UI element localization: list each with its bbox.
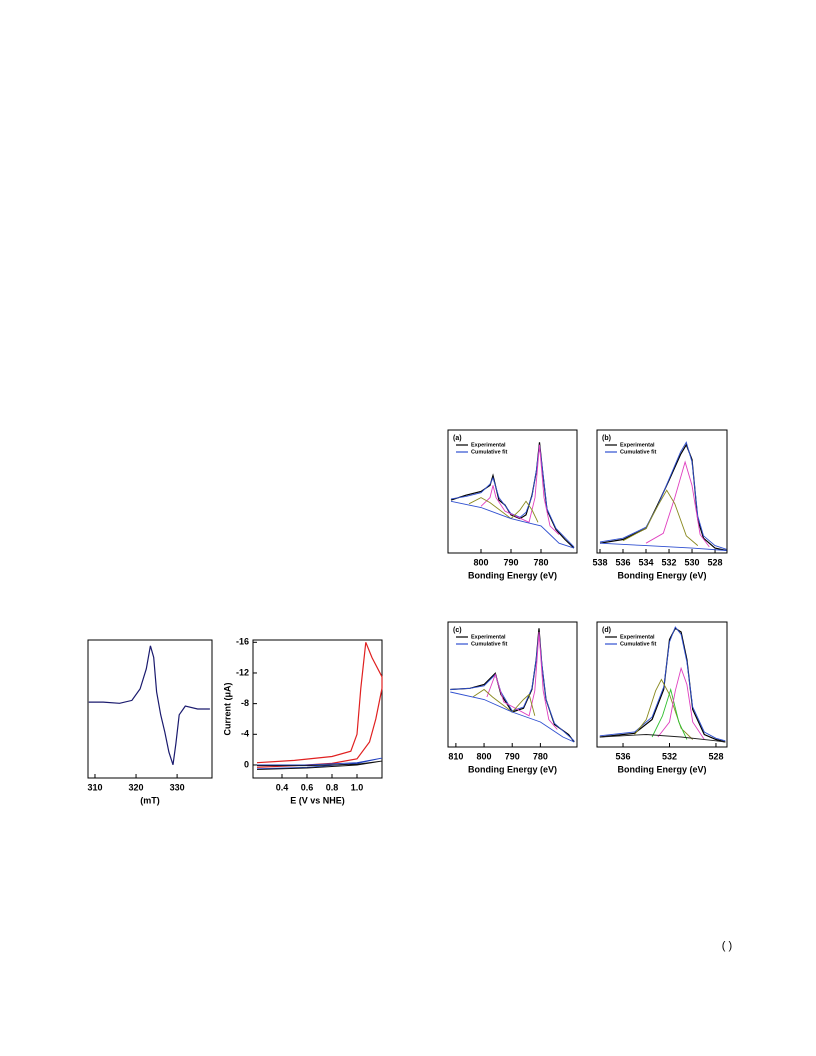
data-line <box>634 678 694 740</box>
legend-label: Cumulative fit <box>471 449 508 455</box>
panel-label: (a) <box>453 435 462 442</box>
x-tick-label: 534 <box>638 557 653 567</box>
x-tick-label: 532 <box>662 557 677 567</box>
legend-label: Experimental <box>620 442 655 448</box>
legend-label: Cumulative fit <box>620 641 657 647</box>
x-tick-label: 780 <box>533 557 548 567</box>
x-tick-label: 780 <box>533 751 548 761</box>
data-line <box>256 757 383 770</box>
data-line <box>599 443 727 552</box>
data-line <box>486 631 558 730</box>
y-axis-label: Current (μA) <box>222 682 232 735</box>
data-line <box>622 489 699 546</box>
data-line <box>450 628 575 743</box>
data-line <box>599 441 727 550</box>
legend-label: Experimental <box>471 634 506 640</box>
data-line <box>256 642 383 768</box>
x-axis-label: Bonding Energy (eV) <box>468 764 557 774</box>
x-axis-label: (mT) <box>140 795 160 805</box>
plot-frame <box>447 429 578 554</box>
plot-frame <box>447 621 578 748</box>
x-tick-label: 1.0 <box>351 782 364 792</box>
x-axis-label: E (V vs NHE) <box>290 795 345 805</box>
data-line <box>645 460 710 548</box>
y-tick-label: -16 <box>236 637 249 647</box>
data-line <box>450 691 575 743</box>
data-line <box>480 444 560 535</box>
x-tick-label: 790 <box>505 751 520 761</box>
x-tick-label: 800 <box>477 751 492 761</box>
x-tick-label: 0.8 <box>326 782 339 792</box>
data-line <box>599 626 726 742</box>
plot-frame <box>596 621 728 748</box>
legend-label: Cumulative fit <box>471 641 508 647</box>
x-tick-label: 310 <box>87 782 102 792</box>
x-tick-label: 810 <box>448 751 463 761</box>
panel-label: (d) <box>602 627 611 634</box>
data-line <box>450 444 575 548</box>
x-tick-label: 530 <box>685 557 700 567</box>
y-tick-label: -12 <box>236 667 249 677</box>
data-line <box>657 666 705 740</box>
x-tick-label: 528 <box>708 751 723 761</box>
x-tick-label: 538 <box>592 557 607 567</box>
x-axis-label: Bonding Energy (eV) <box>468 570 557 580</box>
legend-label: Experimental <box>620 634 655 640</box>
data-line <box>468 497 539 523</box>
y-tick-label: -4 <box>241 729 249 739</box>
x-tick-label: 320 <box>129 782 144 792</box>
x-tick-label: 528 <box>708 557 723 567</box>
plot-frame <box>596 429 728 554</box>
x-tick-label: 532 <box>662 751 677 761</box>
y-tick-label: -8 <box>241 698 249 708</box>
panel-label: (b) <box>602 435 611 442</box>
x-tick-label: 536 <box>615 557 630 567</box>
data-line <box>450 442 575 549</box>
plot-frame <box>252 639 383 779</box>
x-tick-label: 0.6 <box>301 782 314 792</box>
data-line <box>599 627 726 743</box>
data-line <box>88 645 210 765</box>
data-line <box>599 734 726 743</box>
plot-frame <box>87 639 213 779</box>
data-line <box>651 687 688 740</box>
x-tick-label: 330 <box>170 782 185 792</box>
y-tick-label: 0 <box>244 759 249 769</box>
data-line <box>599 542 727 551</box>
legend-label: Experimental <box>471 442 506 448</box>
legend-label: Cumulative fit <box>620 449 657 455</box>
x-tick-label: 790 <box>503 557 518 567</box>
data-line <box>450 500 575 549</box>
x-tick-label: 800 <box>473 557 488 567</box>
x-axis-label: Bonding Energy (eV) <box>617 764 706 774</box>
x-tick-label: 0.4 <box>276 782 289 792</box>
data-line <box>256 760 383 771</box>
panel-label: (c) <box>453 627 462 634</box>
x-axis-label: Bonding Energy (eV) <box>617 570 706 580</box>
x-tick-label: 536 <box>616 751 631 761</box>
data-line <box>450 631 575 742</box>
page-mark: ( ) <box>722 940 732 952</box>
